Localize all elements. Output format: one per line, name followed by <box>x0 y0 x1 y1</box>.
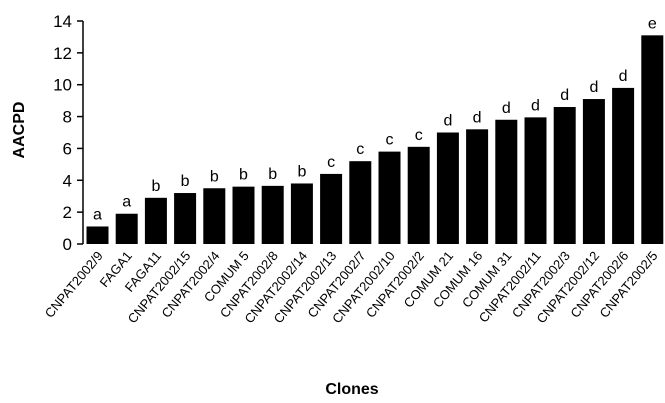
bar <box>203 188 226 244</box>
y-tick-label: 2 <box>63 203 72 222</box>
significance-letter: b <box>181 173 190 190</box>
bar <box>436 132 459 244</box>
significance-letter: d <box>531 97 540 114</box>
bar <box>320 173 343 244</box>
bar <box>407 146 430 244</box>
y-tick-label: 0 <box>63 235 72 254</box>
bar <box>466 129 489 244</box>
significance-letter: c <box>356 141 364 158</box>
significance-letter: b <box>297 163 306 180</box>
bar <box>524 117 547 244</box>
y-tick-label: 10 <box>53 76 72 95</box>
bar <box>174 193 197 244</box>
significance-letter: d <box>589 79 598 96</box>
significance-letter: d <box>619 68 628 85</box>
bar <box>86 226 109 244</box>
significance-letter: a <box>122 194 131 211</box>
significance-letter: e <box>648 15 657 32</box>
y-tick-label: 6 <box>63 139 72 158</box>
bar <box>378 151 401 244</box>
significance-letter: b <box>210 168 219 185</box>
bar <box>349 161 372 244</box>
bar <box>641 35 664 245</box>
significance-letter: b <box>239 167 248 184</box>
significance-letter: d <box>502 100 511 117</box>
significance-letter: d <box>560 87 569 104</box>
bar <box>232 186 255 244</box>
bar <box>290 183 313 244</box>
significance-labels: a a b b b b b b c c c c d d d d d d d e <box>93 15 657 223</box>
y-tick-label: 12 <box>53 44 72 63</box>
bar <box>144 197 167 244</box>
bar <box>582 99 605 244</box>
bar <box>261 185 284 244</box>
significance-letter: b <box>268 166 277 183</box>
y-tick-label: 14 <box>53 12 72 31</box>
bar <box>612 87 635 245</box>
y-tick-label: 8 <box>63 108 72 127</box>
y-axis: 0 2 4 6 8 10 12 14 <box>53 12 84 254</box>
bar <box>553 107 576 244</box>
x-axis-title: Clones <box>325 381 378 398</box>
significance-letter: c <box>415 127 423 144</box>
significance-letter: a <box>93 206 102 223</box>
significance-letter: b <box>151 178 160 195</box>
bars <box>86 35 664 245</box>
significance-letter: d <box>443 113 452 130</box>
y-axis-title: AACPD <box>11 102 28 159</box>
x-category-labels: CNPAT2002/9FAGA1FAGA11CNPAT2002/15CNPAT2… <box>42 248 661 326</box>
y-tick-label: 4 <box>63 171 72 190</box>
significance-letter: c <box>386 132 394 149</box>
bar <box>115 213 138 244</box>
significance-letter: d <box>473 109 482 126</box>
significance-letter: c <box>327 154 335 171</box>
bar <box>495 119 518 244</box>
x-category-label: CNPAT2002/9 <box>42 248 106 320</box>
